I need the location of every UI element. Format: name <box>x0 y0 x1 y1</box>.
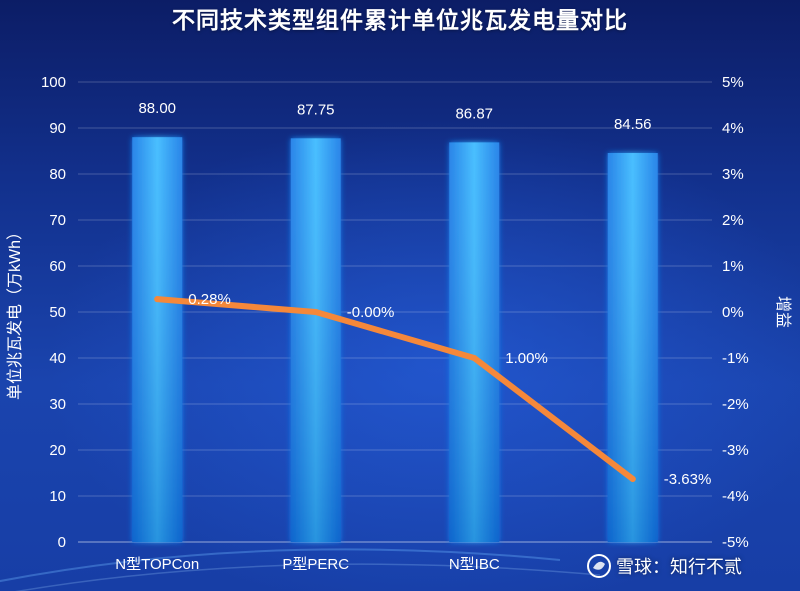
line-point <box>312 309 319 315</box>
y-tick-label: 10 <box>49 488 66 505</box>
chart-labels: 0 10 20 30 40 50 60 70 80 90 100 -5% -4% -3% -2% -1% 0% 1… <box>41 74 749 573</box>
bar-value-label: 87.75 <box>297 101 335 118</box>
y2-tick-label: 3% <box>722 166 744 183</box>
y2-tick-label: 0% <box>722 304 744 321</box>
y2-tick-label: 1% <box>722 258 744 275</box>
bar-series <box>132 137 658 543</box>
y2-tick-label: 2% <box>722 212 744 229</box>
chart-title: 不同技术类型组件累计单位兆瓦发电量对比 <box>172 7 628 33</box>
line-point <box>629 475 636 482</box>
y2-tick-label: 4% <box>722 120 744 137</box>
y-tick-label: 50 <box>49 304 66 321</box>
watermark-text: 雪球：知行不贰 <box>616 557 742 577</box>
y2-tick-label: -4% <box>722 488 749 505</box>
y2-tick-label: -3% <box>722 442 749 459</box>
y-tick-label: 60 <box>49 258 66 275</box>
line-value-label: -3.63% <box>664 471 712 488</box>
line-value-label: 1.00% <box>505 350 548 367</box>
line-value-label: -0.00% <box>347 304 395 321</box>
line-value-label: 0.28% <box>188 291 231 308</box>
decorative-glow-arc <box>15 563 601 591</box>
bar-shading <box>290 138 341 542</box>
x-tick-label: N型TOPCon <box>115 556 199 573</box>
bar-value-label: 88.00 <box>138 100 176 117</box>
y-axis-title: 单位兆瓦发电（万kWh） <box>6 224 24 400</box>
bar-value-label: 84.56 <box>614 116 652 133</box>
watermark: 雪球：知行不贰 <box>586 552 742 580</box>
bar-value-label: 86.87 <box>455 105 493 122</box>
y-tick-label: 90 <box>49 120 66 137</box>
bar-shading <box>607 153 658 543</box>
y2-axis-title: 增益 <box>774 296 792 328</box>
gridlines <box>78 81 712 543</box>
y-tick-label: 100 <box>41 74 66 91</box>
line-series <box>154 296 636 482</box>
y2-tick-label: -5% <box>722 534 749 551</box>
x-tick-label: N型IBC <box>449 556 500 573</box>
x-tick-label: P型PERC <box>282 556 349 573</box>
gain-line <box>154 296 636 482</box>
y-tick-label: 70 <box>49 212 66 229</box>
y2-tick-label: -1% <box>722 350 749 367</box>
xueqiu-logo-icon <box>587 554 611 578</box>
bar-shading <box>132 137 183 542</box>
y-tick-label: 40 <box>49 350 66 367</box>
y2-tick-label: -2% <box>722 396 749 413</box>
y2-tick-label: 5% <box>722 74 744 91</box>
y-tick-label: 80 <box>49 166 66 183</box>
y-tick-label: 20 <box>49 442 66 459</box>
bar-shading <box>449 142 500 542</box>
y-tick-label: 0 <box>58 534 66 551</box>
y-tick-label: 30 <box>49 396 66 413</box>
line-point <box>154 296 161 303</box>
line-point <box>471 355 478 361</box>
decorative-glow-arc <box>0 548 561 583</box>
